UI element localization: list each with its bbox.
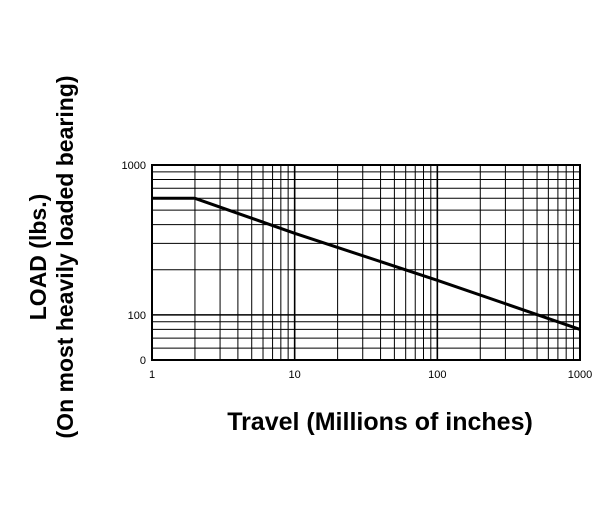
y-tick-label: 1000 — [122, 160, 146, 172]
series-layer — [152, 196, 581, 331]
y-tick-label: 0 — [140, 355, 146, 367]
load-curve-line — [152, 196, 581, 331]
x-tick-label: 10 — [289, 369, 301, 381]
major-grid — [151, 165, 580, 360]
y-tick-label: 100 — [128, 310, 146, 322]
x-axis-label: Travel (Millions of inches) — [227, 408, 533, 436]
plot-frame — [151, 164, 581, 361]
x-tick-labels: 1 10 100 1000 — [149, 369, 592, 381]
minor-grid — [152, 165, 580, 361]
x-tick-label: 1 — [149, 369, 155, 381]
x-tick-label: 1000 — [568, 369, 592, 381]
x-tick-label: 100 — [428, 369, 446, 381]
